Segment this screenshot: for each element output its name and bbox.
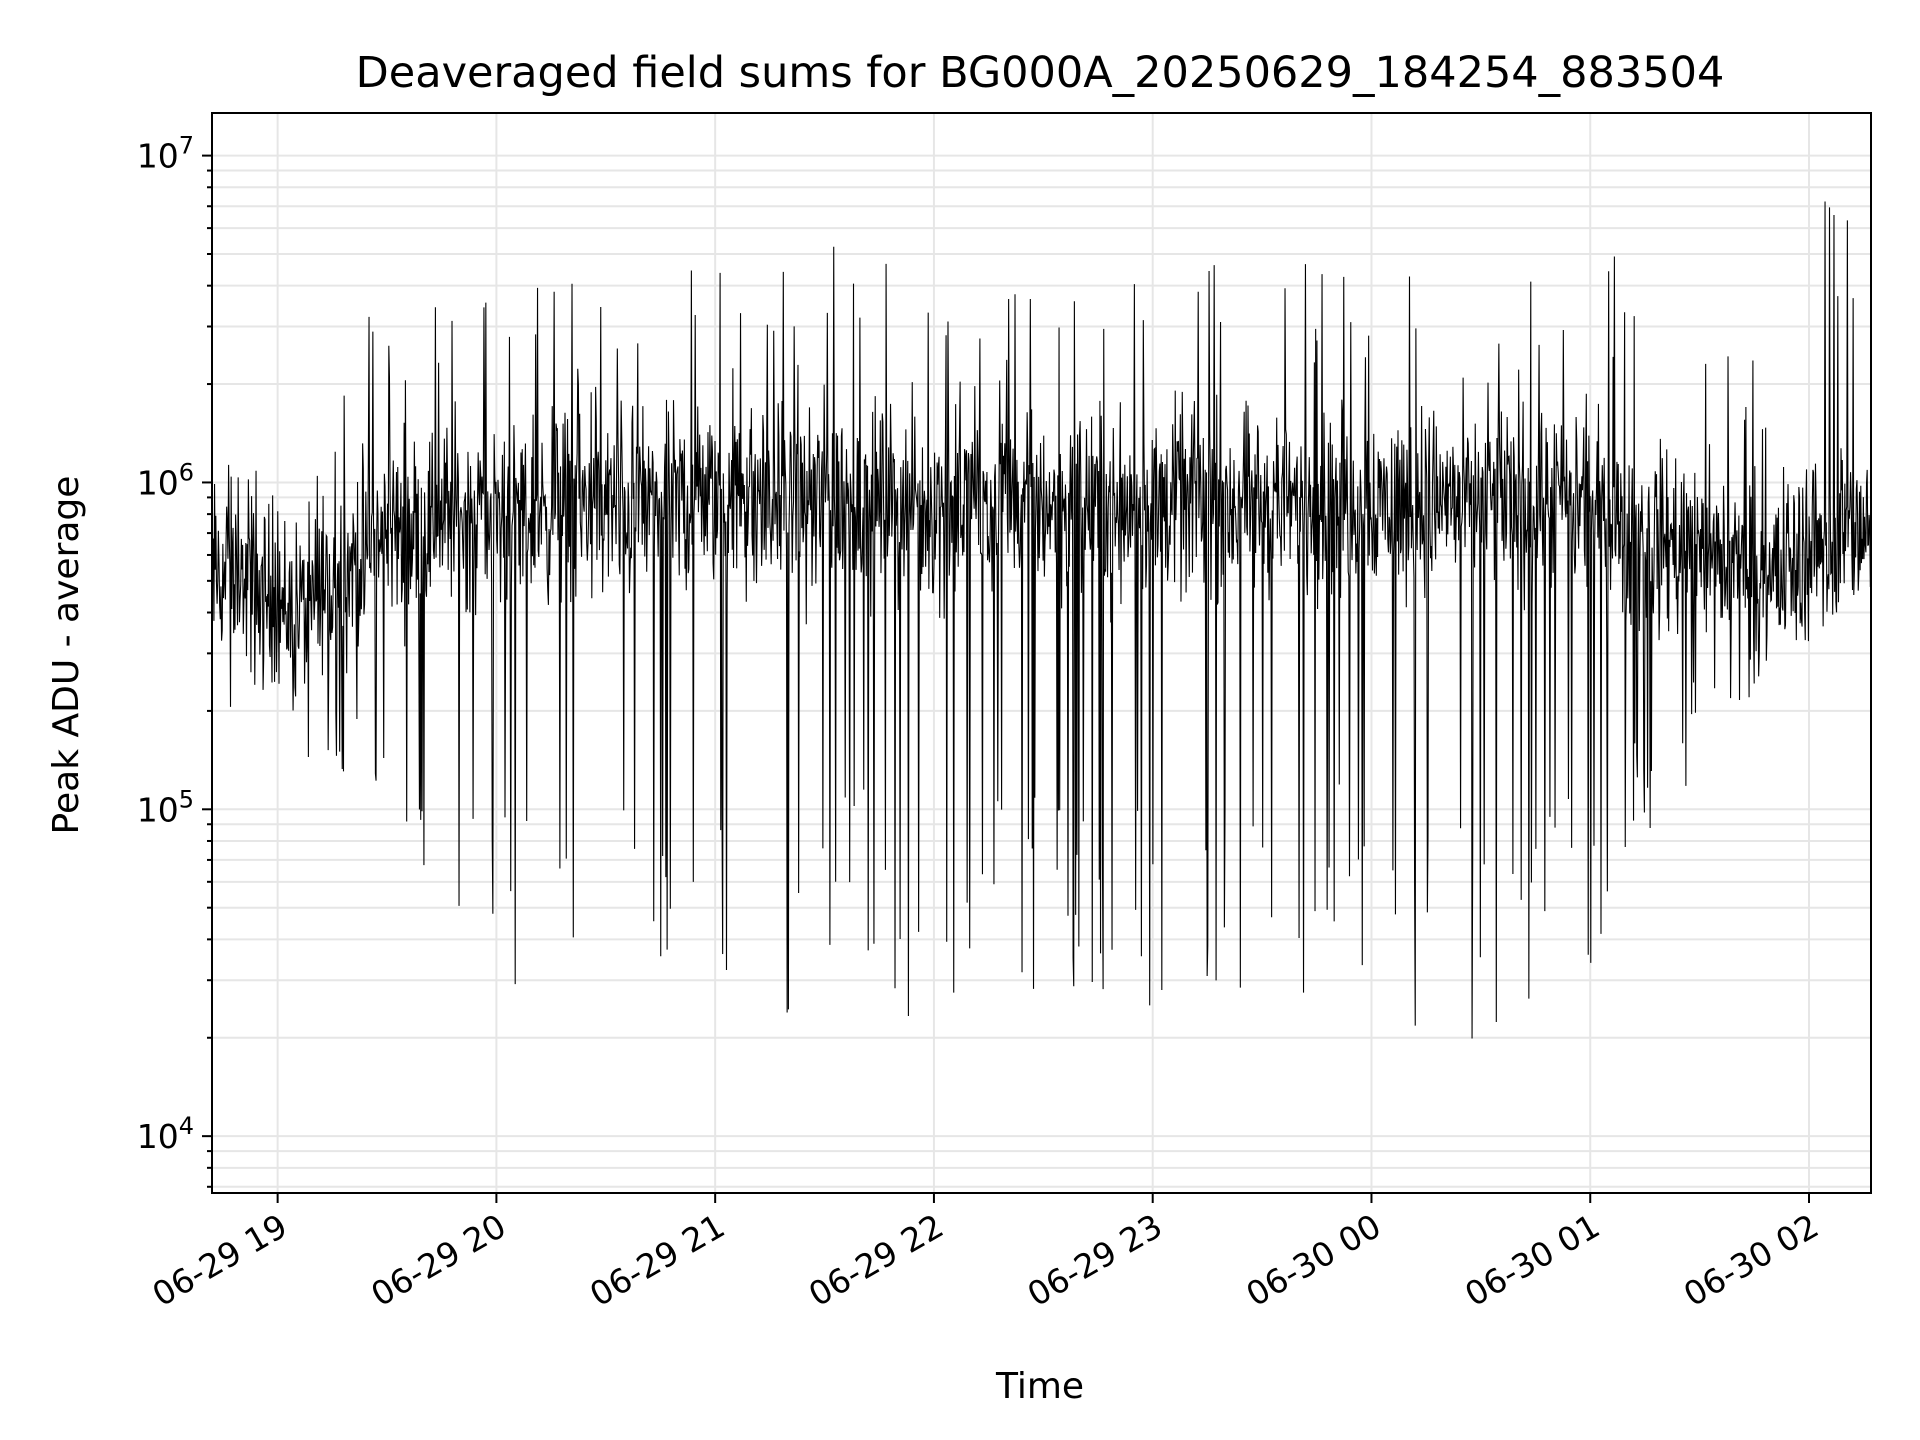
y-tick-exponent: 6 [179, 458, 194, 486]
y-tick-exponent: 7 [179, 132, 194, 160]
series-line [211, 201, 1872, 1039]
series-line-group [211, 201, 1872, 1039]
y-tick-label: 107 [137, 132, 194, 176]
y-tick-exponent: 5 [179, 785, 194, 813]
y-axis-title: Peak ADU - average [46, 476, 87, 835]
y-tick-base: 10 [137, 790, 179, 829]
y-tick-label: 105 [137, 785, 194, 829]
chart-title: Deaveraged field sums for BG000A_2025062… [356, 48, 1725, 98]
y-tick-label: 104 [137, 1112, 194, 1156]
x-axis-title: Time [995, 1366, 1084, 1407]
y-tick-base: 10 [137, 137, 179, 176]
y-tick-exponent: 4 [179, 1112, 194, 1140]
y-tick-base: 10 [137, 1117, 179, 1156]
y-tick-label: 106 [137, 458, 194, 502]
y-tick-base: 10 [137, 463, 179, 502]
